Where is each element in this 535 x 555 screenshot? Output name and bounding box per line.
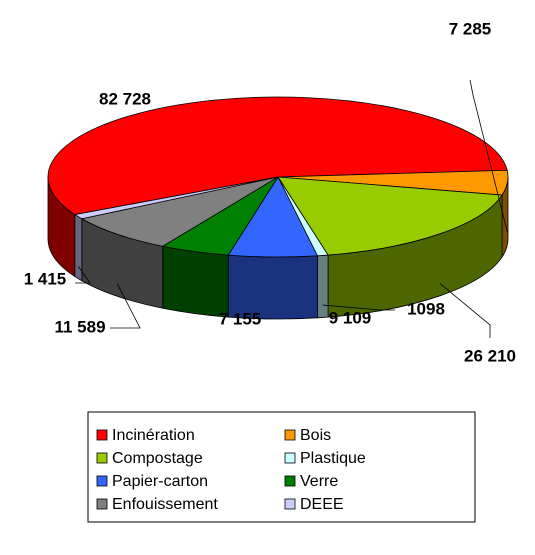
leader-line bbox=[75, 266, 91, 284]
legend-label: Verre bbox=[300, 473, 338, 490]
data-label: 7 285 bbox=[449, 19, 492, 38]
legend-box bbox=[87, 411, 476, 523]
legend-label: Bois bbox=[300, 427, 331, 444]
legend-label: Compostage bbox=[112, 450, 203, 467]
legend-swatch bbox=[284, 429, 296, 441]
legend-label: Incinération bbox=[112, 427, 195, 444]
legend-swatch bbox=[96, 498, 108, 510]
legend: Incinération Bois Compostage Plastique Papie… bbox=[96, 427, 366, 513]
data-label: 11 589 bbox=[54, 317, 105, 336]
legend-swatch bbox=[284, 452, 296, 464]
pie bbox=[47, 96, 509, 320]
slice bbox=[80, 176, 279, 247]
slice-side bbox=[162, 245, 229, 318]
slice-side bbox=[317, 254, 329, 319]
data-label: 9 109 bbox=[329, 308, 372, 327]
legend-label: Papier-carton bbox=[112, 473, 208, 490]
labels: 82 728 7 285 26 210 1098 9 109 7 155 11 589 1 4… bbox=[24, 19, 516, 365]
legend-label: DEEE bbox=[300, 496, 344, 513]
data-label: 1098 bbox=[407, 299, 445, 318]
legend-label: Plastique bbox=[300, 450, 366, 467]
legend-swatch bbox=[284, 475, 296, 487]
legend-swatch bbox=[284, 498, 296, 510]
data-label: 26 210 bbox=[464, 346, 516, 365]
slice bbox=[47, 96, 508, 215]
leader-line bbox=[322, 304, 395, 311]
data-label: 82 728 bbox=[99, 89, 151, 108]
leader-line bbox=[439, 283, 491, 338]
slice bbox=[277, 176, 503, 256]
data-label: 7 155 bbox=[219, 309, 262, 328]
data-label: 1 415 bbox=[24, 269, 67, 288]
slice-side bbox=[74, 213, 83, 282]
legend-swatch bbox=[96, 429, 108, 441]
leader-line bbox=[469, 79, 508, 233]
leader-line bbox=[110, 283, 141, 329]
legend-swatch bbox=[96, 452, 108, 464]
slice bbox=[73, 176, 279, 220]
legend-label: Enfouissement bbox=[112, 496, 218, 513]
legend-swatch bbox=[96, 475, 108, 487]
